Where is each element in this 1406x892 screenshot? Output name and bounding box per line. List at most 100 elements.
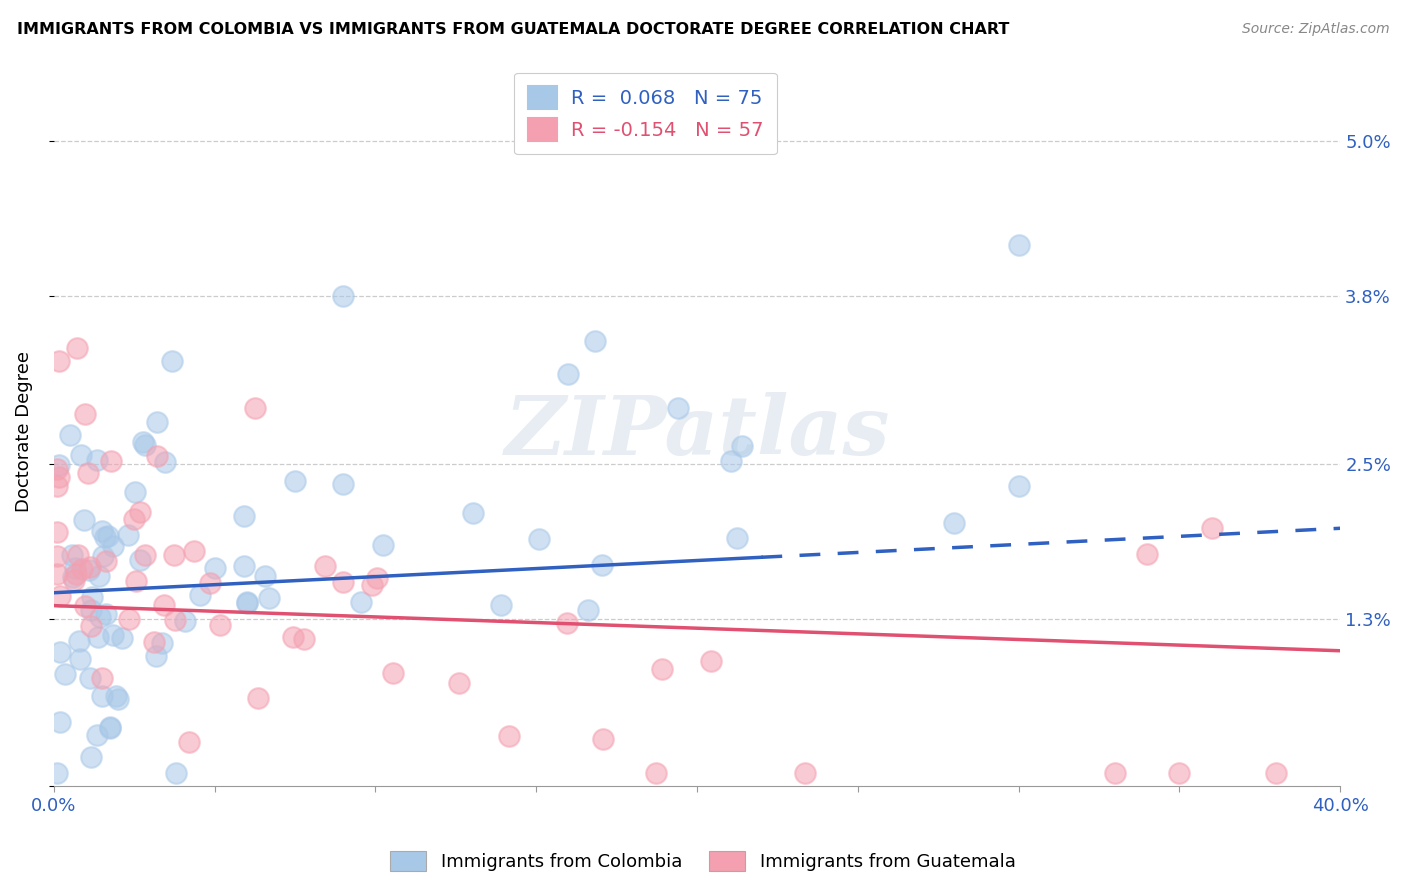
Point bbox=[98, 720, 121, 734]
Point bbox=[91, 524, 114, 538]
Point bbox=[555, 615, 578, 630]
Point bbox=[124, 484, 146, 499]
Point bbox=[46, 462, 69, 476]
Point bbox=[204, 561, 226, 575]
Point bbox=[491, 598, 513, 612]
Point bbox=[1008, 479, 1031, 493]
Point bbox=[77, 466, 100, 480]
Point bbox=[145, 648, 167, 663]
Point bbox=[731, 439, 754, 453]
Point bbox=[46, 525, 69, 540]
Point bbox=[96, 554, 118, 568]
Legend: Immigrants from Colombia, Immigrants from Guatemala: Immigrants from Colombia, Immigrants fro… bbox=[382, 844, 1024, 879]
Point bbox=[233, 558, 256, 573]
Point bbox=[128, 505, 150, 519]
Point bbox=[527, 532, 550, 546]
Point bbox=[63, 561, 86, 575]
Point bbox=[165, 766, 187, 780]
Point bbox=[125, 574, 148, 588]
Point bbox=[243, 401, 266, 415]
Point bbox=[498, 729, 520, 743]
Point bbox=[725, 531, 748, 545]
Point bbox=[97, 528, 120, 542]
Point bbox=[87, 569, 110, 583]
Point bbox=[232, 509, 254, 524]
Point bbox=[651, 662, 673, 676]
Point bbox=[48, 353, 70, 368]
Point bbox=[129, 552, 152, 566]
Point bbox=[73, 407, 96, 421]
Point bbox=[46, 549, 69, 564]
Point bbox=[49, 714, 72, 729]
Y-axis label: Doctorate Degree: Doctorate Degree bbox=[15, 351, 32, 512]
Point bbox=[82, 590, 104, 604]
Point bbox=[284, 474, 307, 488]
Point bbox=[645, 766, 668, 780]
Point bbox=[209, 618, 232, 632]
Point bbox=[49, 590, 72, 604]
Point bbox=[373, 538, 395, 552]
Point bbox=[91, 549, 114, 563]
Point bbox=[80, 750, 103, 764]
Point bbox=[75, 599, 97, 613]
Point bbox=[592, 558, 614, 572]
Point bbox=[152, 636, 174, 650]
Point bbox=[153, 598, 176, 612]
Point bbox=[53, 666, 76, 681]
Point bbox=[60, 548, 83, 562]
Point bbox=[62, 574, 84, 588]
Point bbox=[143, 634, 166, 648]
Point bbox=[77, 563, 100, 577]
Point bbox=[98, 721, 121, 735]
Point bbox=[72, 561, 94, 575]
Point bbox=[235, 595, 257, 609]
Point bbox=[132, 434, 155, 449]
Point bbox=[65, 566, 87, 581]
Point bbox=[283, 630, 305, 644]
Text: IMMIGRANTS FROM COLOMBIA VS IMMIGRANTS FROM GUATEMALA DOCTORATE DEGREE CORRELATI: IMMIGRANTS FROM COLOMBIA VS IMMIGRANTS F… bbox=[17, 22, 1010, 37]
Point bbox=[93, 530, 115, 544]
Point bbox=[111, 632, 134, 646]
Point bbox=[59, 427, 82, 442]
Point bbox=[332, 574, 354, 589]
Text: Source: ZipAtlas.com: Source: ZipAtlas.com bbox=[1241, 22, 1389, 37]
Point bbox=[557, 367, 579, 381]
Point bbox=[117, 527, 139, 541]
Point bbox=[361, 578, 384, 592]
Point bbox=[70, 448, 93, 462]
Point bbox=[366, 571, 388, 585]
Point bbox=[592, 732, 614, 747]
Point bbox=[155, 455, 177, 469]
Point bbox=[107, 692, 129, 706]
Point bbox=[118, 612, 141, 626]
Point bbox=[79, 560, 101, 574]
Point bbox=[257, 591, 280, 605]
Point bbox=[46, 567, 69, 582]
Point bbox=[46, 766, 69, 780]
Point bbox=[62, 570, 84, 584]
Point bbox=[146, 415, 169, 429]
Point bbox=[66, 548, 89, 562]
Point bbox=[80, 619, 103, 633]
Point bbox=[79, 671, 101, 685]
Point bbox=[200, 576, 222, 591]
Point bbox=[314, 558, 336, 573]
Point bbox=[103, 628, 125, 642]
Point bbox=[350, 594, 373, 608]
Point bbox=[583, 334, 606, 349]
Point bbox=[1104, 766, 1126, 780]
Point bbox=[48, 458, 70, 473]
Point bbox=[134, 437, 156, 451]
Point bbox=[103, 539, 125, 553]
Point bbox=[73, 513, 96, 527]
Point bbox=[332, 289, 354, 303]
Point bbox=[1136, 547, 1159, 561]
Point bbox=[48, 470, 70, 484]
Point bbox=[160, 354, 183, 368]
Point bbox=[80, 602, 103, 616]
Point bbox=[236, 597, 259, 611]
Point bbox=[668, 401, 690, 415]
Point bbox=[447, 676, 470, 690]
Point bbox=[94, 607, 117, 621]
Point bbox=[254, 569, 277, 583]
